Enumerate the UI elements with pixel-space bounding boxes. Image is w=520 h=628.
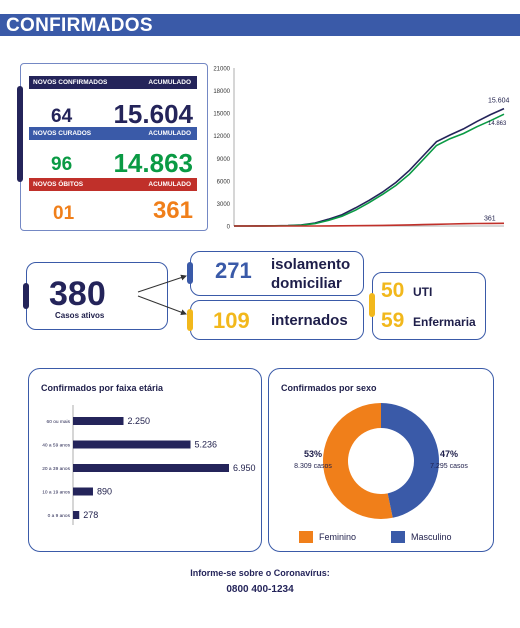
deaths-total: 361 xyxy=(152,197,193,224)
legend-label-masculino: Masculino xyxy=(411,532,452,542)
series-end-label-1: 14.863 xyxy=(488,121,507,127)
donut-slice-feminino xyxy=(323,403,393,519)
age-chart-title: Confirmados por faixa etária xyxy=(41,383,164,393)
isolation-box: 271 isolamento domiciliar xyxy=(187,251,364,296)
confirmed-total: 15.604 xyxy=(113,99,193,129)
age-category-label: 0 a 9 anos xyxy=(48,513,71,519)
recovered-band: NOVOS CURADOS ACUMULADO xyxy=(29,127,197,140)
deaths-acc-label: ACUMULADO xyxy=(148,181,191,188)
y-tick-label: 3000 xyxy=(217,202,231,208)
y-tick-label: 15000 xyxy=(213,112,230,118)
series-line-2 xyxy=(234,222,505,227)
hospital-detail-box: 50 UTI 59 Enfermaria xyxy=(369,272,486,340)
legend-swatch-masculino xyxy=(391,531,405,543)
uti-label: UTI xyxy=(413,285,433,299)
active-cases-box: 380 Casos ativos xyxy=(23,262,168,330)
y-tick-label: 18000 xyxy=(213,89,230,95)
donut-percent-label: 53% xyxy=(304,449,322,459)
deaths-band: NOVOS ÓBITOS ACUMULADO xyxy=(29,178,197,191)
hospital-box: 109 internados xyxy=(187,300,364,340)
sex-panel: Confirmados por sexo 53% 8.309 casos 47% 7.… xyxy=(268,368,494,552)
deaths-label: NOVOS ÓBITOS xyxy=(33,181,84,188)
age-category-label: 60 ou mais xyxy=(47,419,71,425)
hospital-value: 109 xyxy=(213,308,250,333)
age-bar xyxy=(73,487,93,496)
sex-chart-title: Confirmados por sexo xyxy=(281,383,377,393)
ward-value: 59 xyxy=(381,309,405,332)
donut-slice-masculino xyxy=(381,403,439,518)
age-value-label: 890 xyxy=(97,487,112,497)
hospital-label: internados xyxy=(271,312,348,329)
active-accent xyxy=(23,283,29,309)
recovered-total: 14.863 xyxy=(113,148,193,178)
confirmed-label: NOVOS CONFIRMADOS xyxy=(33,79,108,86)
legend-label-feminino: Feminino xyxy=(319,532,357,542)
confirmed-new: 64 xyxy=(51,106,73,127)
age-value-label: 6.950 xyxy=(233,463,256,473)
age-bar xyxy=(73,440,191,449)
age-panel: Confirmados por faixa etária 60 ou mais 2… xyxy=(28,368,262,552)
active-label: Casos ativos xyxy=(55,311,105,320)
age-value-label: 278 xyxy=(83,510,98,520)
isolation-label-1: isolamento xyxy=(271,256,351,273)
hospital-detail-accent xyxy=(369,293,375,317)
isolation-label-2: domiciliar xyxy=(271,275,342,292)
age-category-label: 10 a 19 anos xyxy=(42,490,70,496)
series-end-label-2: 361 xyxy=(484,215,496,222)
sex-donut-chart: 53% 8.309 casos 47% 7.295 casos xyxy=(294,403,468,519)
age-bar xyxy=(73,417,124,425)
isolation-accent xyxy=(187,262,193,284)
donut-count-label: 7.295 casos xyxy=(430,463,468,470)
y-tick-label: 9000 xyxy=(217,157,231,163)
y-tick-label: 12000 xyxy=(213,134,230,140)
confirmed-acc-label: ACUMULADO xyxy=(148,79,191,86)
y-tick-label: 6000 xyxy=(217,179,231,185)
page-title: CONFIRMADOS xyxy=(6,15,153,36)
hospital-accent xyxy=(187,309,193,331)
isolation-value: 271 xyxy=(215,258,252,283)
deaths-new: 01 xyxy=(53,203,75,224)
y-tick-label: 0 xyxy=(227,225,231,231)
uti-value: 50 xyxy=(381,279,405,302)
age-category-label: 40 a 59 anos xyxy=(42,443,70,449)
footer-phone: 0800 400-1234 xyxy=(226,584,294,595)
active-total: 380 xyxy=(49,275,106,313)
age-category-label: 20 a 39 anos xyxy=(42,466,70,472)
age-value-label: 5.236 xyxy=(195,440,218,450)
donut-percent-label: 47% xyxy=(440,449,458,459)
series-line-1 xyxy=(234,113,505,227)
stats-panel: NOVOS CONFIRMADOS ACUMULADO 64 15.604 NO… xyxy=(17,63,208,231)
y-tick-label: 21000 xyxy=(213,67,230,73)
age-value-label: 2.250 xyxy=(128,416,151,426)
recovered-acc-label: ACUMULADO xyxy=(148,130,191,137)
donut-count-label: 8.309 casos xyxy=(294,463,332,470)
age-bar xyxy=(73,464,229,472)
series-line-0 xyxy=(234,107,505,227)
footer-info: Informe-se sobre o Coronavírus: xyxy=(190,568,330,578)
cumulative-line-chart: 21000 18000 15000 12000 9000 6000 3000 0 15.604… xyxy=(213,67,510,231)
stats-accent-bar xyxy=(17,86,23,182)
recovered-new: 96 xyxy=(51,154,73,175)
ward-label: Enfermaria xyxy=(413,315,476,329)
header-bar: CONFIRMADOS xyxy=(0,14,520,36)
age-bar xyxy=(73,511,80,519)
confirmed-band: NOVOS CONFIRMADOS ACUMULADO xyxy=(29,76,197,89)
legend-swatch-feminino xyxy=(299,531,313,543)
recovered-label: NOVOS CURADOS xyxy=(33,130,92,137)
series-end-label-0: 15.604 xyxy=(488,98,510,105)
age-bar-chart: 60 ou mais 2.250 40 a 59 anos 5.236 20 a 39 … xyxy=(42,405,256,525)
active-arrows xyxy=(137,274,187,316)
